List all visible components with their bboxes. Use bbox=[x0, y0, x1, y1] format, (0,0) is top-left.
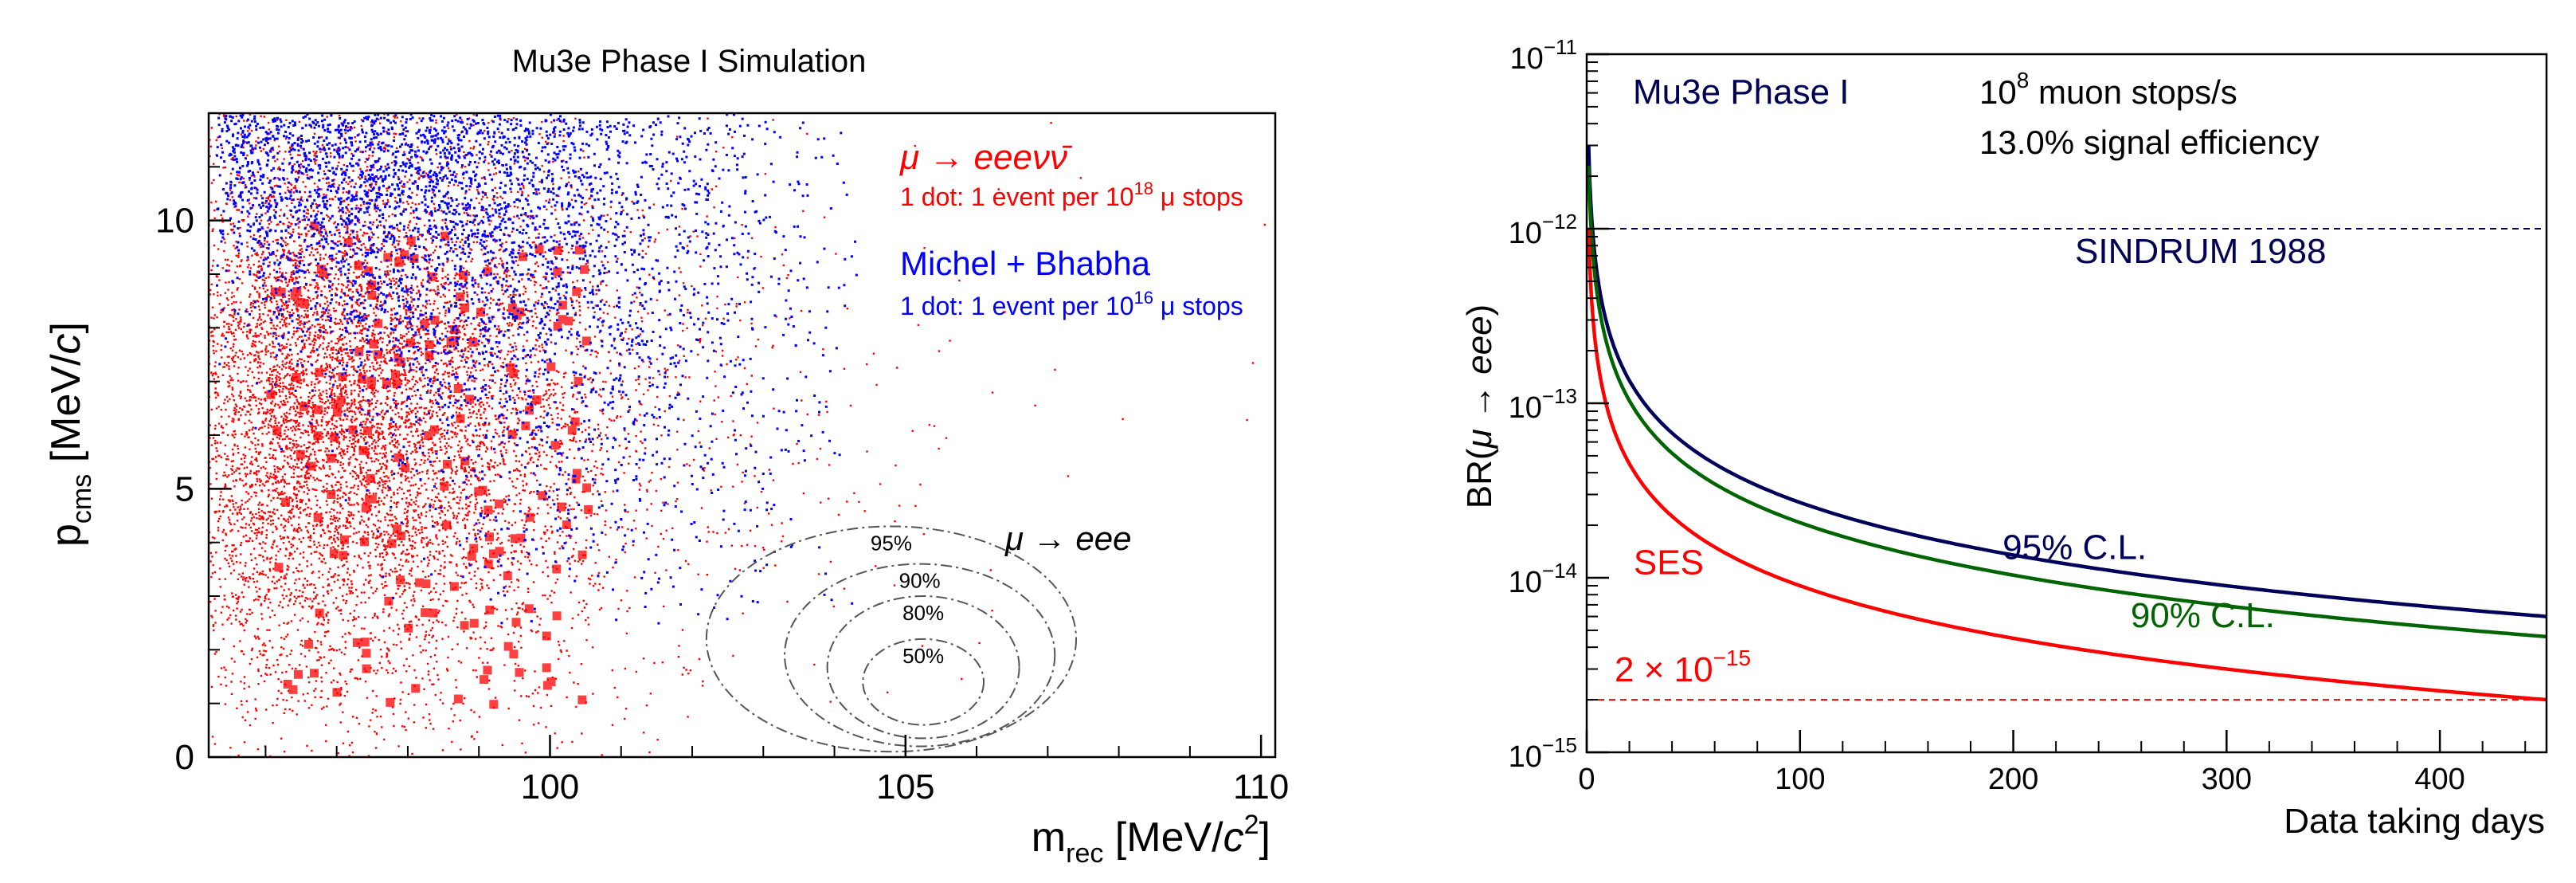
contour-80 bbox=[826, 595, 1020, 740]
left-xtick-label: 105 bbox=[876, 767, 934, 806]
reference-lines bbox=[1587, 228, 2547, 701]
sindrum-label: SINDRUM 1988 bbox=[2075, 232, 2326, 271]
right-y-axis-label: BR(μ → eee) bbox=[1460, 304, 1499, 508]
left-chart-title: Mu3e Phase I Simulation bbox=[512, 44, 867, 79]
sensitivity-curves bbox=[1587, 145, 2547, 702]
contour-label-50: 50% bbox=[902, 644, 944, 668]
series-labels: 95% C.L. 90% C.L. SES bbox=[1634, 528, 2275, 636]
right-ytick-label: 10−12 bbox=[1509, 210, 1577, 250]
experiment-label: Mu3e Phase I bbox=[1633, 73, 1850, 112]
right-xtick-label: 200 bbox=[1988, 763, 2038, 796]
legend-blue-title: Michel + Bhabha bbox=[900, 245, 1151, 282]
right-xtick-label: 400 bbox=[2414, 763, 2464, 796]
left-ytick-label: 5 bbox=[175, 469, 194, 508]
contour-90 bbox=[784, 563, 1056, 748]
right-chart: 0 100 200 300 400 10−11 10−12 10−13 10−14 10−15 B… bbox=[1460, 35, 2548, 841]
legend-blue-note: 1 dot: 1 event per 1016 μ stops bbox=[900, 288, 1243, 320]
right-ytick-label: 10−15 bbox=[1509, 733, 1577, 774]
contour-95 bbox=[705, 525, 1078, 753]
left-xtick-label: 100 bbox=[521, 767, 579, 806]
left-ytick-label: 10 bbox=[155, 202, 194, 241]
right-ytick-label: 10−14 bbox=[1509, 559, 1577, 599]
contour-label-80: 80% bbox=[902, 601, 944, 625]
right-x-axis-label: Data taking days bbox=[2284, 802, 2545, 841]
signal-contours: 50% 80% 90% 95% bbox=[705, 525, 1078, 753]
series-label: 95% C.L. bbox=[2002, 528, 2147, 567]
signal-label: μ → eee bbox=[1004, 520, 1131, 557]
left-axes: 100 105 110 0 5 10 bbox=[155, 112, 1289, 806]
target-label: 2 × 10−15 bbox=[1615, 646, 1751, 689]
blue-scatter-dots bbox=[216, 113, 858, 625]
left-chart: Mu3e Phase I Simulation 50%80%90%95% 100… bbox=[43, 44, 1289, 869]
left-ytick-label: 0 bbox=[175, 738, 194, 777]
rate-label: 108 muon stops/s bbox=[1979, 68, 2237, 111]
left-y-axis-label: pcms [MeV/c] bbox=[43, 322, 97, 547]
red-scatter-clusters bbox=[266, 221, 593, 709]
series-label: SES bbox=[1634, 543, 1704, 582]
right-ytick-label: 10−11 bbox=[1510, 35, 1577, 76]
legend-red-title: μ → eeeνν̄ bbox=[899, 138, 1073, 177]
efficiency-label: 13.0% signal efficiency bbox=[1979, 124, 2319, 161]
curve-ses bbox=[1587, 228, 2547, 702]
right-xtick-label: 300 bbox=[2202, 763, 2252, 796]
left-xtick-label: 110 bbox=[1233, 767, 1289, 806]
contour-label-90: 90% bbox=[899, 569, 941, 593]
scatter-points bbox=[209, 113, 1266, 757]
contour-50 bbox=[862, 638, 985, 726]
right-ytick-label: 10−13 bbox=[1509, 384, 1577, 425]
right-xtick-label: 100 bbox=[1775, 763, 1825, 796]
series-label: 90% C.L. bbox=[2131, 596, 2275, 635]
contour-label-95: 95% bbox=[871, 531, 912, 555]
curve-95-c-l- bbox=[1587, 145, 2547, 618]
curve-90-c-l- bbox=[1587, 165, 2547, 639]
legend-red-note: 1 dot: 1 event per 1018 μ stops bbox=[900, 179, 1243, 211]
red-scatter-dots bbox=[209, 113, 1266, 757]
right-axes: 0 100 200 300 400 10−11 10−12 10−13 10−14 10−15 bbox=[1509, 35, 2527, 796]
left-x-axis-label: mrec [MeV/c2] bbox=[1032, 810, 1270, 869]
right-xtick-label: 0 bbox=[1578, 763, 1595, 796]
